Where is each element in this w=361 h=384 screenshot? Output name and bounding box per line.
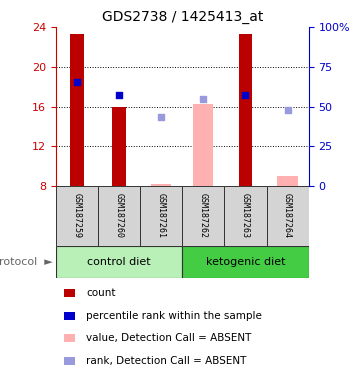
Point [200,96,206,102]
Bar [193,104,213,186]
FancyBboxPatch shape [56,186,98,246]
Text: GSM187263: GSM187263 [241,194,250,238]
FancyBboxPatch shape [266,186,309,246]
FancyBboxPatch shape [56,246,182,278]
Point [116,91,122,98]
Title: GDS2738 / 1425413_at: GDS2738 / 1425413_at [101,10,263,25]
Text: percentile rank within the sample: percentile rank within the sample [86,311,262,321]
Point [158,113,164,119]
Bar [70,34,84,186]
Text: GSM187260: GSM187260 [115,194,123,238]
Text: GSM187259: GSM187259 [73,194,82,238]
Bar [112,106,126,186]
Text: GSM187261: GSM187261 [157,194,166,238]
FancyBboxPatch shape [182,246,309,278]
Text: control diet: control diet [87,257,151,267]
Text: GSM187262: GSM187262 [199,194,208,238]
Text: protocol  ►: protocol ► [0,257,52,267]
Text: count: count [86,288,116,298]
Bar [64,357,75,364]
Bar [151,184,171,186]
FancyBboxPatch shape [182,186,225,246]
Bar [64,289,75,297]
Bar [239,34,252,186]
FancyBboxPatch shape [140,186,182,246]
FancyBboxPatch shape [225,186,266,246]
Text: rank, Detection Call = ABSENT: rank, Detection Call = ABSENT [86,356,247,366]
Point [243,91,248,98]
Point [285,106,291,113]
Bar [278,176,298,186]
FancyBboxPatch shape [98,186,140,246]
Bar [64,334,75,342]
Bar [64,312,75,319]
Point [74,79,80,85]
Text: ketogenic diet: ketogenic diet [206,257,285,267]
Text: value, Detection Call = ABSENT: value, Detection Call = ABSENT [86,333,252,343]
Text: GSM187264: GSM187264 [283,194,292,238]
